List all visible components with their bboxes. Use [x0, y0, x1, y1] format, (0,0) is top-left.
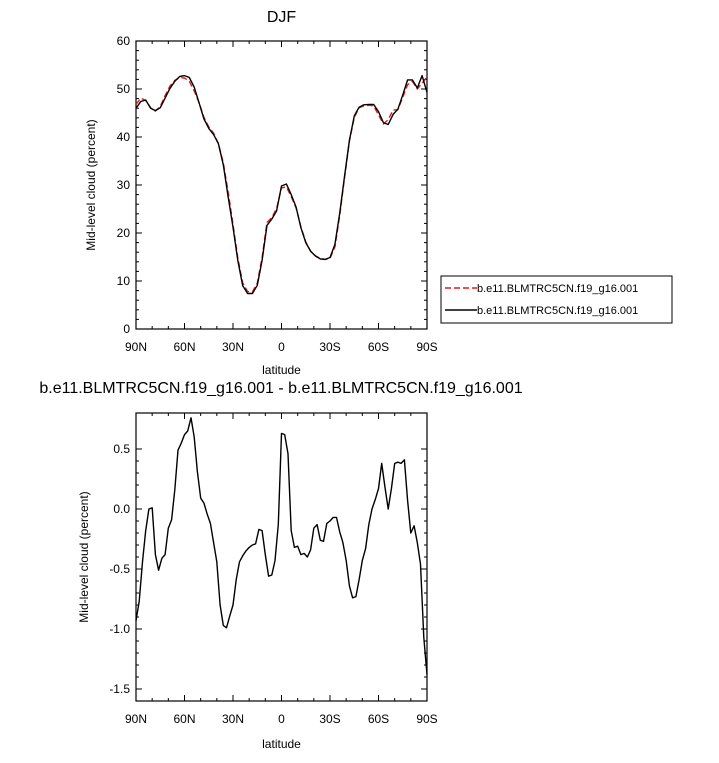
x-tick-label: 60N: [173, 712, 195, 726]
y-axis-label: Mid-level cloud (percent): [84, 119, 98, 250]
y-axis-label: Mid-level cloud (percent): [77, 491, 91, 622]
legend-box: [440, 275, 673, 324]
diff-chart-title: b.e11.BLMTRC5CN.f19_g16.001 - b.e11.BLMT…: [39, 380, 522, 397]
x-tick-label: 60S: [368, 340, 389, 354]
plot-frame: [135, 40, 428, 330]
series-line-0: [135, 417, 428, 675]
x-tick-label: 30N: [222, 340, 244, 354]
x-tick-label: 30S: [319, 340, 340, 354]
y-tick-label: 60: [117, 34, 131, 48]
y-tick-label: 20: [117, 226, 131, 240]
y-tick-label: -1.0: [109, 622, 130, 636]
x-tick-label: 60S: [368, 712, 389, 726]
chart-title: DJF: [267, 9, 297, 26]
y-tick-label: 0.5: [113, 442, 130, 456]
x-axis-label: latitude: [262, 363, 301, 377]
y-tick-label: 10: [117, 274, 131, 288]
difference-line-chart: b.e11.BLMTRC5CN.f19_g16.001 - b.e11.BLMT…: [39, 380, 522, 751]
x-tick-label: 60N: [173, 340, 195, 354]
x-axis-label: latitude: [262, 737, 301, 751]
x-tick-label: 30S: [319, 712, 340, 726]
y-tick-label: 0: [123, 322, 130, 336]
y-tick-label: 0.0: [113, 502, 130, 516]
x-tick-label: 90S: [416, 712, 437, 726]
x-tick-label: 0: [278, 340, 285, 354]
y-tick-label: -0.5: [109, 562, 130, 576]
x-tick-label: 90S: [416, 340, 437, 354]
legend-label: b.e11.BLMTRC5CN.f19_g16.001: [477, 305, 638, 317]
series-line-0: [135, 76, 428, 293]
y-tick-label: -1.5: [109, 682, 130, 696]
series-line-1: [135, 74, 428, 295]
x-tick-label: 90N: [125, 712, 147, 726]
x-tick-label: 30N: [222, 712, 244, 726]
x-tick-label: 0: [278, 712, 285, 726]
y-tick-label: 40: [117, 130, 131, 144]
legend-label: b.e11.BLMTRC5CN.f19_g16.001: [477, 283, 638, 295]
y-tick-label: 50: [117, 82, 131, 96]
x-tick-label: 90N: [125, 340, 147, 354]
y-tick-label: 30: [117, 178, 131, 192]
plot-frame: [135, 412, 428, 702]
top-line-chart: DJF 90N 60N 30N 0 30S 60S 90S 0 10 20 30 40 50 60 latit…: [84, 9, 673, 377]
